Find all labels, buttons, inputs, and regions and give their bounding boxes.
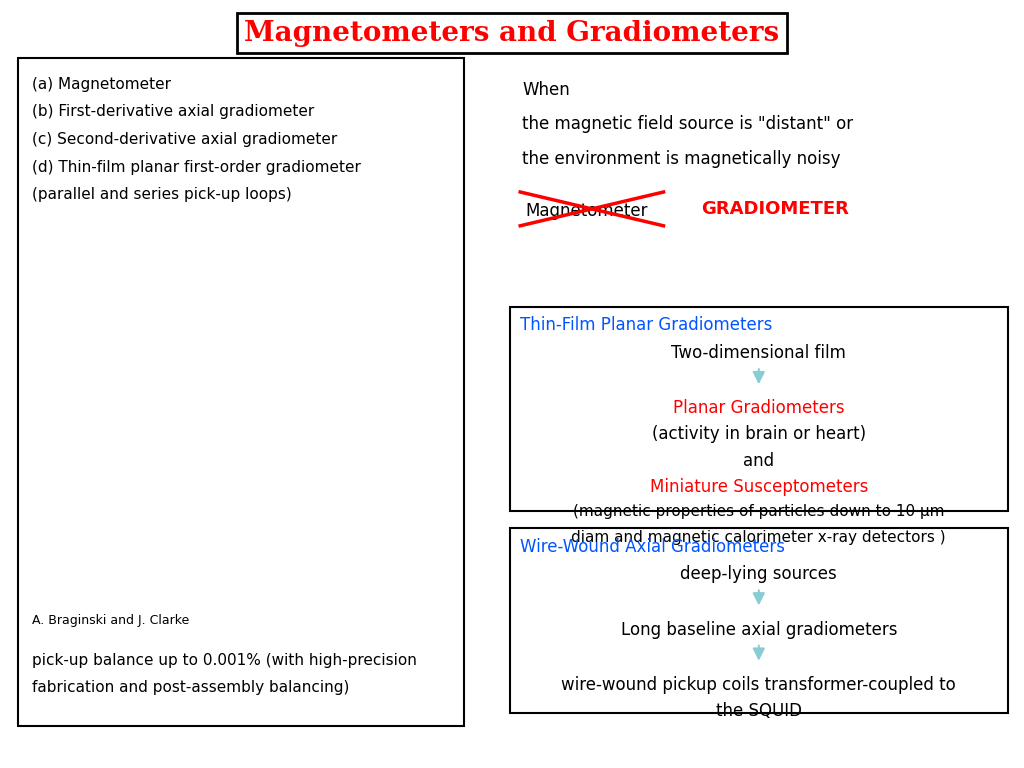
Text: (b) First-derivative axial gradiometer: (b) First-derivative axial gradiometer — [32, 104, 314, 120]
Text: Magnetometers and Gradiometers: Magnetometers and Gradiometers — [245, 19, 779, 47]
FancyArrowPatch shape — [754, 369, 764, 382]
Text: (magnetic properties of particles down to 10 μm: (magnetic properties of particles down t… — [573, 504, 944, 519]
FancyArrowPatch shape — [754, 646, 764, 658]
Text: fabrication and post-assembly balancing): fabrication and post-assembly balancing) — [32, 680, 349, 695]
Text: Wire-Wound Axial Gradiometers: Wire-Wound Axial Gradiometers — [520, 538, 785, 555]
Text: Two-dimensional film: Two-dimensional film — [672, 344, 846, 362]
FancyBboxPatch shape — [510, 307, 1008, 511]
Text: the SQUID: the SQUID — [716, 702, 802, 720]
Text: Long baseline axial gradiometers: Long baseline axial gradiometers — [621, 621, 897, 638]
Text: When: When — [522, 81, 570, 98]
FancyArrowPatch shape — [754, 591, 764, 603]
Text: (c) Second-derivative axial gradiometer: (c) Second-derivative axial gradiometer — [32, 132, 337, 147]
FancyBboxPatch shape — [510, 528, 1008, 713]
Text: (activity in brain or heart): (activity in brain or heart) — [651, 425, 866, 443]
FancyBboxPatch shape — [18, 58, 464, 726]
Text: (d) Thin-film planar first-order gradiometer: (d) Thin-film planar first-order gradiom… — [32, 160, 360, 175]
Text: diam and magnetic calorimeter x-ray detectors ): diam and magnetic calorimeter x-ray dete… — [571, 530, 946, 545]
Text: A. Braginski and J. Clarke: A. Braginski and J. Clarke — [32, 614, 189, 627]
Text: the environment is magnetically noisy: the environment is magnetically noisy — [522, 150, 841, 167]
Text: the magnetic field source is "distant" or: the magnetic field source is "distant" o… — [522, 115, 853, 133]
Text: Magnetometer: Magnetometer — [525, 202, 648, 220]
Text: Miniature Susceptometers: Miniature Susceptometers — [649, 478, 868, 495]
Text: wire-wound pickup coils transformer-coupled to: wire-wound pickup coils transformer-coup… — [561, 676, 956, 694]
Text: and: and — [743, 452, 774, 469]
Text: Planar Gradiometers: Planar Gradiometers — [673, 399, 845, 417]
Text: deep-lying sources: deep-lying sources — [680, 565, 838, 583]
Text: (parallel and series pick-up loops): (parallel and series pick-up loops) — [32, 187, 292, 203]
Text: pick-up balance up to 0.001% (with high-precision: pick-up balance up to 0.001% (with high-… — [32, 653, 417, 668]
Text: (a) Magnetometer: (a) Magnetometer — [32, 77, 171, 92]
Text: GRADIOMETER: GRADIOMETER — [701, 200, 849, 218]
Text: Thin-Film Planar Gradiometers: Thin-Film Planar Gradiometers — [520, 316, 772, 334]
